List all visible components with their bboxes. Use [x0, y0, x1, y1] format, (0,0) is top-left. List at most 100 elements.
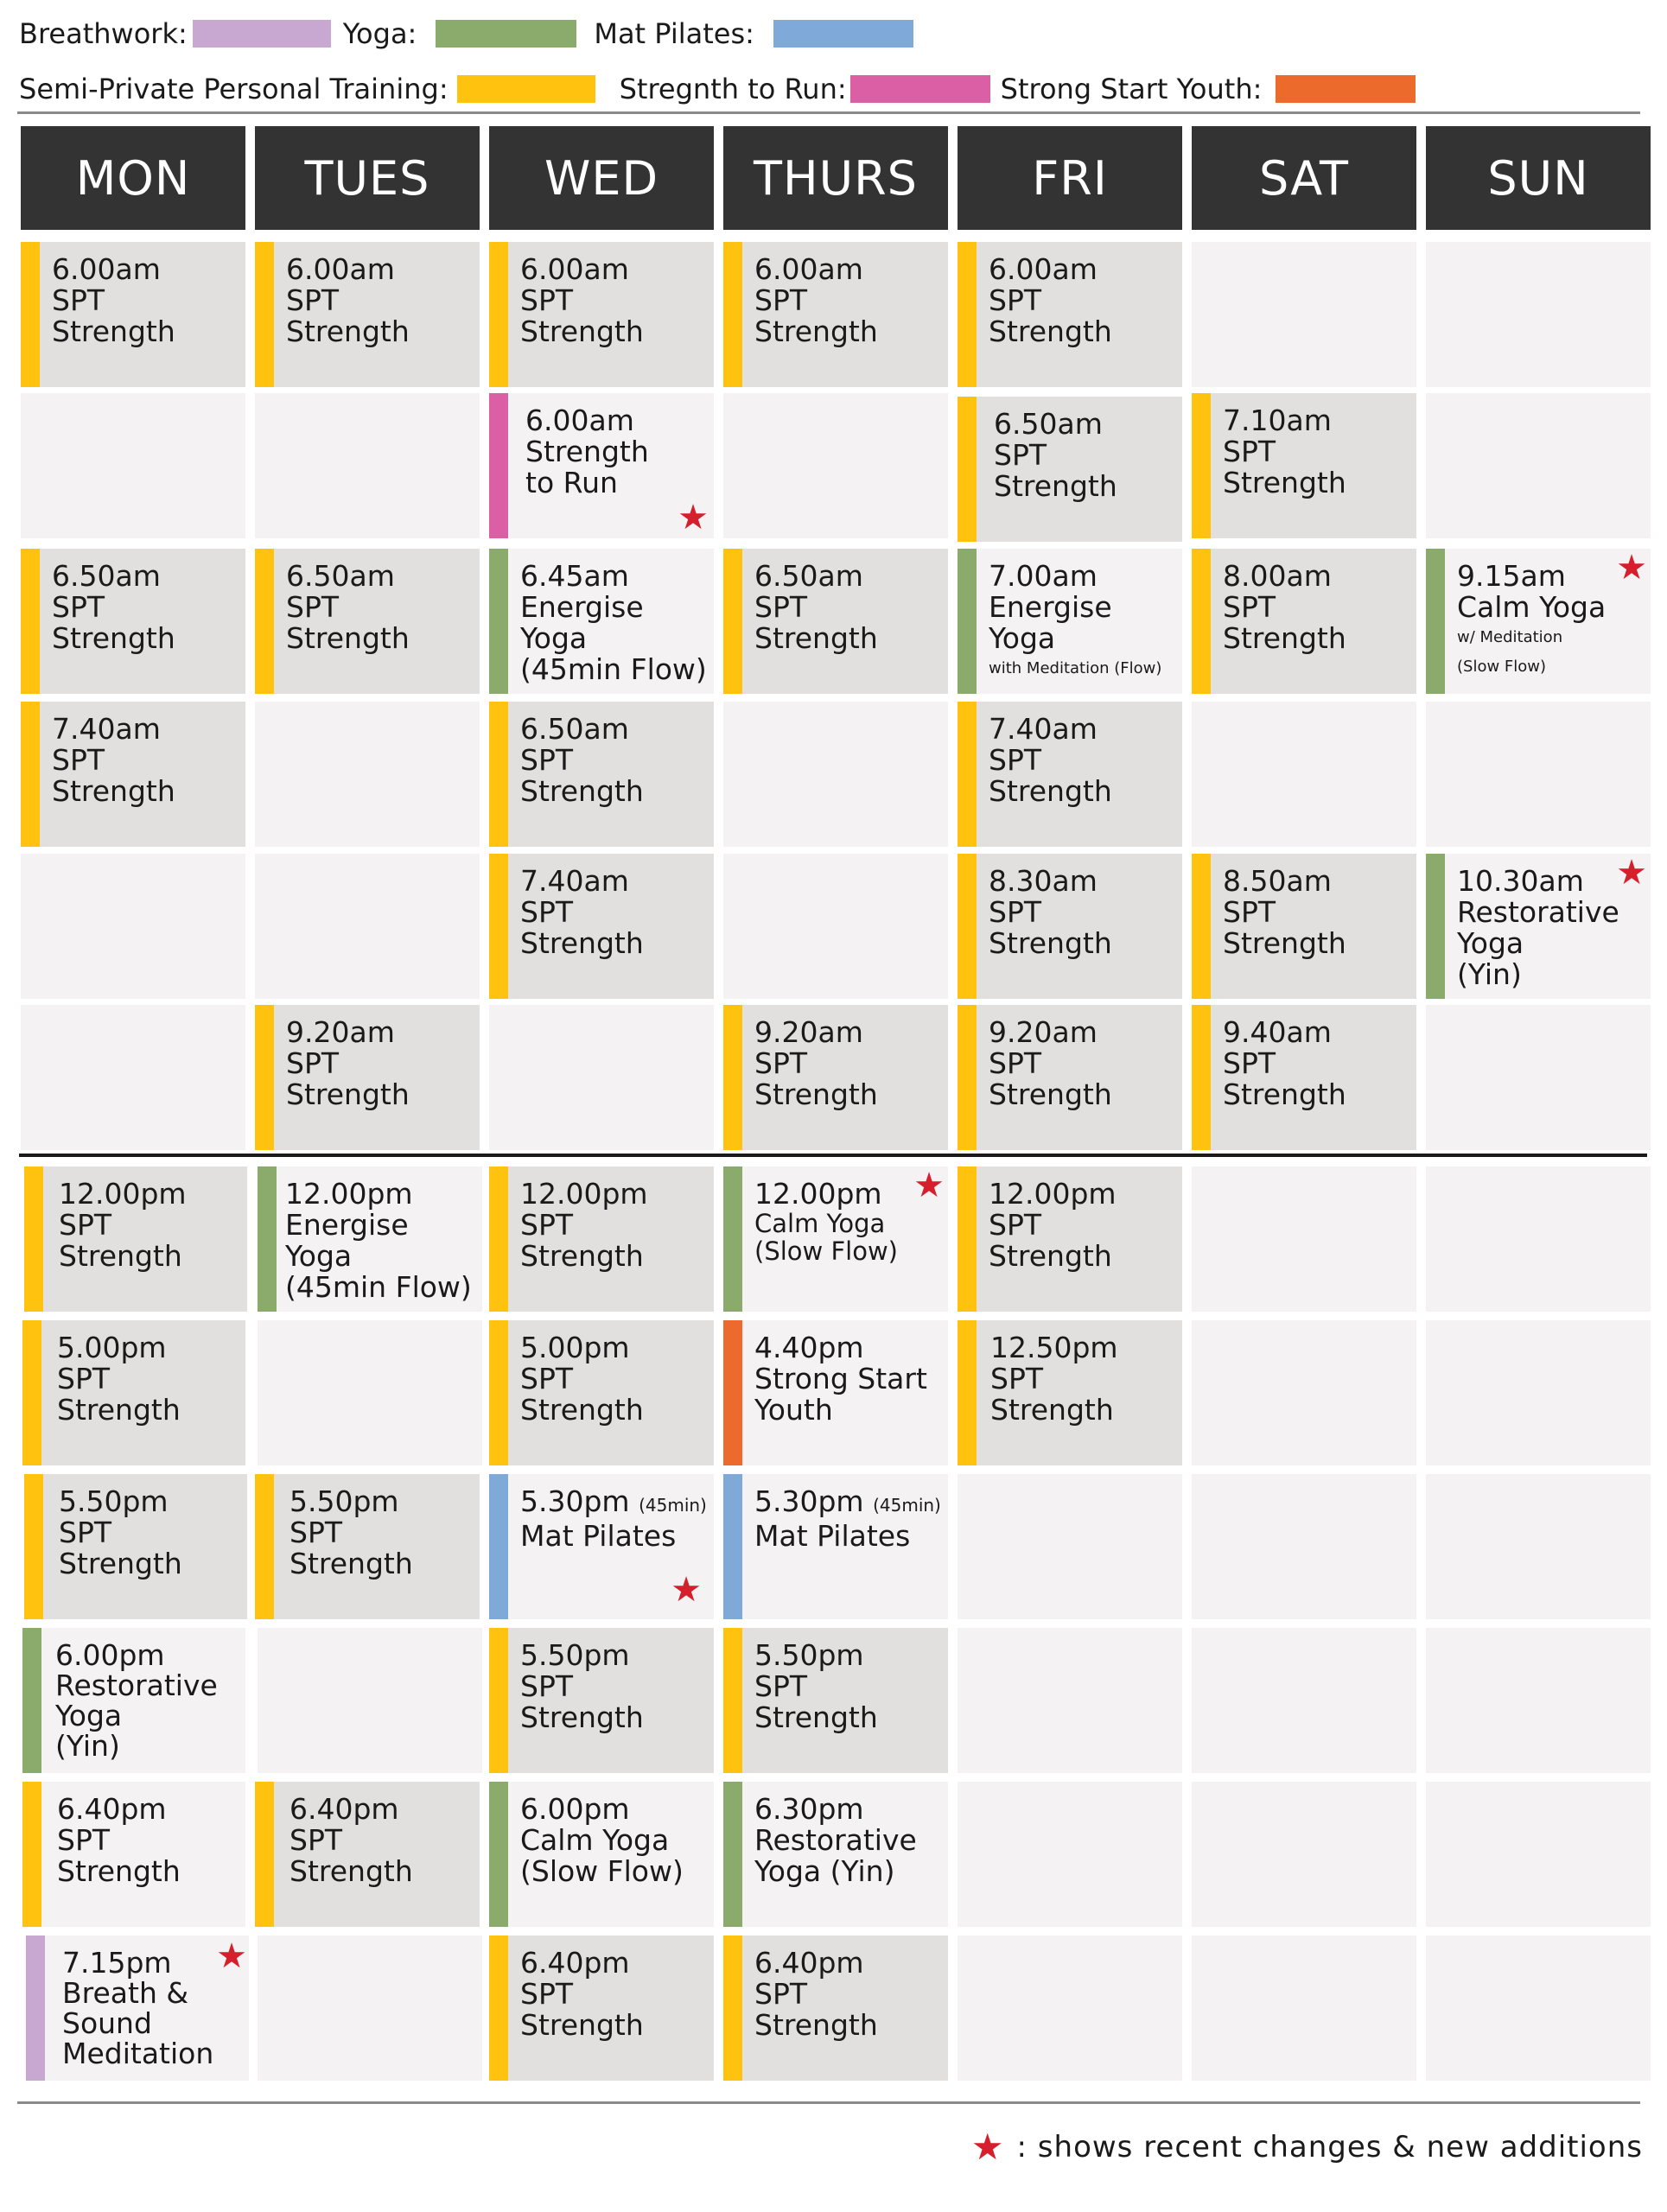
- class-thurs-550pm-spt[interactable]: 5.50pm SPT Strength: [723, 1628, 948, 1773]
- class-text: 7.15pm Breath & Sound Meditation: [62, 1948, 242, 2069]
- class-mon-500pm-spt[interactable]: 5.00pm SPT Strength: [22, 1320, 245, 1465]
- class-color-bar: [1192, 393, 1211, 538]
- class-color-bar: [489, 393, 508, 538]
- empty-slot: [723, 854, 948, 999]
- new-change-star-icon: ★: [913, 1166, 945, 1205]
- class-name: SPT Strength: [989, 1208, 1112, 1273]
- class-mon-600pm-restorative-yoga[interactable]: 6.00pm Restorative Yoga (Yin): [22, 1628, 245, 1773]
- class-color-bar: [723, 1320, 742, 1465]
- class-thurs-630pm-restorative-yoga[interactable]: 6.30pm Restorative Yoga (Yin): [723, 1782, 948, 1927]
- class-mon-650am-spt[interactable]: 6.50am SPT Strength: [21, 549, 245, 694]
- footer-divider: [17, 2101, 1640, 2104]
- empty-slot: [258, 1320, 482, 1465]
- class-thurs-440pm-strong-start-youth[interactable]: 4.40pm Strong Start Youth: [723, 1320, 948, 1465]
- class-mon-740am-spt[interactable]: 7.40am SPT Strength: [21, 702, 245, 847]
- class-sat-850am-spt[interactable]: 8.50am SPT Strength: [1192, 854, 1416, 999]
- class-sun-915am-calm-yoga[interactable]: 9.15am Calm Yoga w/ Meditation (Slow Flo…: [1426, 549, 1651, 694]
- empty-slot: [1426, 1474, 1651, 1619]
- class-sun-1030am-restorative-yoga[interactable]: 10.30am Restorative Yoga (Yin) ★: [1426, 854, 1651, 999]
- class-text: 7.10am SPT Strength: [1223, 405, 1409, 499]
- class-text: 7.40am SPT Strength: [989, 714, 1175, 807]
- class-time: 5.50pm: [520, 1638, 630, 1672]
- class-wed-640pm-spt[interactable]: 6.40pm SPT Strength: [489, 1936, 714, 2081]
- class-name: SPT Strength: [989, 283, 1112, 348]
- class-time: 8.50am: [1223, 864, 1332, 898]
- class-mon-715pm-breath-sound-meditation[interactable]: 7.15pm Breath & Sound Meditation ★: [26, 1936, 249, 2081]
- class-text: 6.00pm Calm Yoga (Slow Flow): [520, 1794, 707, 1887]
- class-sat-940am-spt[interactable]: 9.40am SPT Strength: [1192, 1005, 1416, 1150]
- class-text: 5.50pm SPT Strength: [520, 1640, 707, 1733]
- class-tues-920am-spt[interactable]: 9.20am SPT Strength: [255, 1005, 480, 1150]
- class-thurs-650am-spt[interactable]: 6.50am SPT Strength: [723, 549, 948, 694]
- class-text: 6.00am SPT Strength: [52, 254, 239, 347]
- class-fri-830am-spt[interactable]: 8.30am SPT Strength: [958, 854, 1182, 999]
- class-time: 12.00pm: [989, 1177, 1117, 1211]
- class-text: 4.40pm Strong Start Youth: [754, 1332, 941, 1426]
- class-thurs-920am-spt[interactable]: 9.20am SPT Strength: [723, 1005, 948, 1150]
- class-text: 10.30am Restorative Yoga (Yin): [1457, 866, 1644, 990]
- class-name: SPT Strength: [1223, 895, 1346, 960]
- class-name: SPT Strength: [52, 590, 175, 655]
- class-sat-800am-spt[interactable]: 8.00am SPT Strength: [1192, 549, 1416, 694]
- class-fri-650am-spt[interactable]: 6.50am SPT Strength: [958, 397, 1182, 542]
- class-mon-600am-spt[interactable]: 6.00am SPT Strength: [21, 242, 245, 387]
- class-color-bar: [723, 1166, 742, 1312]
- class-wed-740am-spt[interactable]: 7.40am SPT Strength: [489, 854, 714, 999]
- empty-slot: [489, 1005, 714, 1150]
- class-color-bar: [489, 1782, 508, 1927]
- class-tues-600am-spt[interactable]: 6.00am SPT Strength: [255, 242, 480, 387]
- class-mon-1200pm-spt[interactable]: 12.00pm SPT Strength: [24, 1166, 247, 1312]
- class-time: 5.50pm: [59, 1484, 169, 1518]
- class-color-bar: [255, 242, 274, 387]
- class-wed-645am-energise-yoga[interactable]: 6.45am Energise Yoga (45min Flow): [489, 549, 714, 694]
- class-fri-600am-spt[interactable]: 6.00am SPT Strength: [958, 242, 1182, 387]
- class-wed-550pm-spt[interactable]: 5.50pm SPT Strength: [489, 1628, 714, 1773]
- class-tues-1200pm-energise-yoga[interactable]: 12.00pm Energise Yoga (45min Flow): [258, 1166, 482, 1312]
- class-tues-640pm-spt[interactable]: 6.40pm SPT Strength: [255, 1782, 480, 1927]
- class-name: SPT Strength: [520, 1362, 644, 1427]
- empty-slot: [1426, 1005, 1651, 1150]
- class-wed-650am-spt[interactable]: 6.50am SPT Strength: [489, 702, 714, 847]
- class-color-bar: [1192, 1005, 1211, 1150]
- class-name: SPT Strength: [59, 1208, 182, 1273]
- class-fri-1250pm-spt[interactable]: 12.50pm SPT Strength: [958, 1320, 1182, 1465]
- class-color-bar: [24, 1474, 43, 1619]
- class-mon-550pm-spt[interactable]: 5.50pm SPT Strength: [24, 1474, 247, 1619]
- class-thurs-530pm-mat-pilates[interactable]: 5.30pm (45min) Mat Pilates: [723, 1474, 948, 1619]
- class-wed-1200pm-spt[interactable]: 12.00pm SPT Strength: [489, 1166, 714, 1312]
- class-tues-550pm-spt[interactable]: 5.50pm SPT Strength: [255, 1474, 480, 1619]
- class-wed-600pm-calm-yoga[interactable]: 6.00pm Calm Yoga (Slow Flow): [489, 1782, 714, 1927]
- class-thurs-640pm-spt[interactable]: 6.40pm SPT Strength: [723, 1936, 948, 2081]
- class-thurs-600am-spt[interactable]: 6.00am SPT Strength: [723, 242, 948, 387]
- class-text: 8.50am SPT Strength: [1223, 866, 1409, 959]
- class-wed-530pm-mat-pilates[interactable]: 5.30pm (45min) Mat Pilates ★: [489, 1474, 714, 1619]
- empty-slot: [1192, 1782, 1416, 1927]
- legend-divider: [17, 111, 1640, 114]
- class-fri-1200pm-spt[interactable]: 12.00pm SPT Strength: [958, 1166, 1182, 1312]
- class-color-bar: [489, 1474, 508, 1619]
- class-name: SPT Strength: [520, 895, 644, 960]
- class-color-bar: [258, 1166, 277, 1312]
- class-name: SPT Strength: [57, 1823, 181, 1888]
- class-wed-600am-spt[interactable]: 6.00am SPT Strength: [489, 242, 714, 387]
- legend-swatch-yoga: [436, 20, 577, 48]
- class-fri-920am-spt[interactable]: 9.20am SPT Strength: [958, 1005, 1182, 1150]
- star-icon: ★: [970, 2126, 1005, 2168]
- class-mon-640pm-spt[interactable]: 6.40pm SPT Strength: [22, 1782, 245, 1927]
- empty-slot: [1426, 1320, 1651, 1465]
- class-fri-700am-energise-yoga[interactable]: 7.00am Energise Yoga with Meditation (Fl…: [958, 549, 1182, 694]
- new-change-star-icon: ★: [671, 1570, 702, 1610]
- legend-item-spt: Semi-Private Personal Training:: [19, 73, 595, 105]
- class-color-bar: [723, 242, 742, 387]
- empty-slot: [1192, 1166, 1416, 1312]
- empty-slot: [1192, 1936, 1416, 2081]
- class-wed-600am-strength-to-run[interactable]: 6.00am Strength to Run ★: [489, 393, 714, 538]
- class-text: 6.50am SPT Strength: [52, 561, 239, 654]
- class-fri-740am-spt[interactable]: 7.40am SPT Strength: [958, 702, 1182, 847]
- class-tues-650am-spt[interactable]: 6.50am SPT Strength: [255, 549, 480, 694]
- class-thurs-1200pm-calm-yoga[interactable]: 12.00pm Calm Yoga (Slow Flow) ★: [723, 1166, 948, 1312]
- empty-slot: [1426, 242, 1651, 387]
- class-time: 5.50pm: [754, 1638, 864, 1672]
- class-sat-710am-spt[interactable]: 7.10am SPT Strength: [1192, 393, 1416, 538]
- class-wed-500pm-spt[interactable]: 5.00pm SPT Strength: [489, 1320, 714, 1465]
